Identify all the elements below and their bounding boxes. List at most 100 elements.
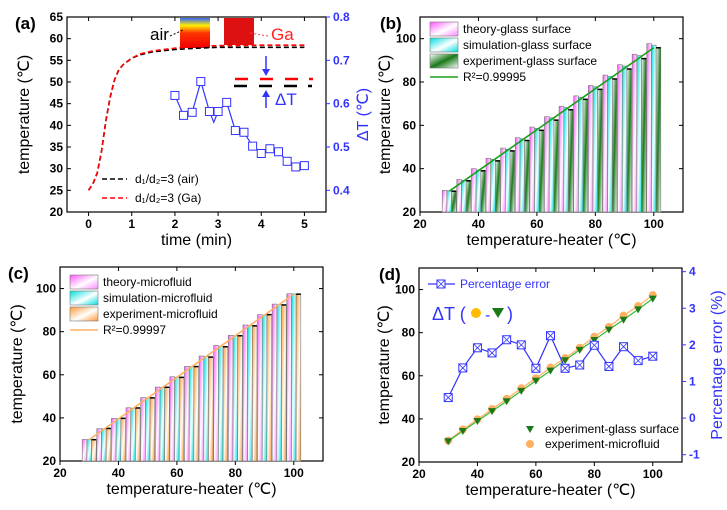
bar-simulation [101, 428, 107, 462]
y-tick-label: 60 [50, 32, 64, 46]
legend-marker [526, 440, 534, 448]
x-tick-label: 2 [172, 217, 179, 231]
legend-label: simulation-microfluid [103, 291, 212, 305]
legend-label: d₁/d₂=3 (Ga) [135, 191, 201, 205]
boxed-x-icon [575, 360, 585, 370]
bar-theory [271, 303, 278, 462]
y-tick-label: 40 [43, 411, 57, 425]
bar-experiment [538, 130, 545, 213]
x-tick-label: 4 [258, 217, 265, 231]
glass-marker [619, 316, 628, 324]
y-tick-label: 25 [50, 183, 64, 197]
y-axis-title: temperature (℃) [376, 305, 393, 424]
legend-label: theory-microfluid [103, 275, 192, 289]
glass-marker [561, 357, 570, 365]
bar-simulation [218, 345, 224, 462]
bar-experiment [237, 335, 243, 462]
glass-marker [546, 367, 555, 375]
legend-fit-label: R²=0.99997 [103, 323, 166, 337]
delta-t-label: ΔT ( [432, 304, 466, 324]
arrow-down-head [262, 69, 270, 76]
delta-t-marker [265, 144, 275, 154]
y2-tick-label: 0.4 [333, 183, 350, 197]
y-tick-label: 100 [395, 283, 415, 297]
legend-fit-label: R²=0.99995 [463, 70, 526, 84]
glass-marker [590, 336, 599, 344]
bar-simulation [130, 407, 136, 462]
delta-t-marker [291, 162, 301, 172]
x-tick-label: 60 [530, 217, 544, 231]
boxed-x-icon [516, 340, 526, 350]
y2-tick-label: 0 [689, 411, 696, 425]
legend-label: theory-glass surface [463, 22, 571, 36]
glass-marker [488, 408, 497, 416]
legend-label: experiment-microfluid [545, 437, 660, 451]
bar-theory [558, 105, 565, 213]
delta-t-marker [170, 90, 180, 100]
bar-experiment [509, 150, 515, 213]
x-tick-label: 5 [301, 217, 308, 231]
bar-simulation [607, 76, 613, 213]
bar-experiment [465, 180, 472, 213]
panel-label: (a) [15, 14, 36, 33]
x-axis-title: temperature-heater (℃) [106, 481, 276, 498]
boxed-x-icon [458, 363, 468, 373]
bar-simulation [563, 107, 569, 213]
y-tick-label: 45 [50, 97, 64, 111]
x-axis-title: temperature-heater (℃) [465, 482, 635, 499]
bar-simulation [578, 96, 584, 213]
bar-theory [169, 376, 175, 462]
glass-marker [648, 295, 657, 303]
x-tick-label: 1 [128, 217, 135, 231]
x-tick-label: 3 [215, 217, 222, 231]
delta-t-marker [230, 126, 240, 136]
delta-t-marker [196, 77, 206, 87]
y-tick-label: 100 [36, 282, 56, 296]
legend-label: experiment-microfluid [103, 307, 218, 321]
bar-simulation [621, 65, 628, 213]
x-tick-label: 100 [643, 467, 663, 481]
x-axis-title: time (min) [161, 232, 232, 249]
bar-simulation [159, 387, 165, 462]
bar-theory [544, 116, 550, 213]
bar-simulation [534, 128, 540, 213]
boxed-x-icon [590, 340, 599, 350]
annotation-delta-t: ΔT [275, 90, 297, 109]
y2-tick-label: 0.6 [333, 97, 350, 111]
bar-experiment [611, 78, 618, 213]
bar-experiment [222, 346, 229, 462]
bar-theory [617, 64, 623, 213]
bar-simulation [86, 439, 92, 462]
bar-simulation [475, 169, 482, 213]
delta-t-marker [179, 110, 189, 120]
bar-experiment [164, 386, 170, 462]
bar-simulation [174, 376, 180, 462]
bar-experiment [178, 377, 185, 462]
legend-label: Percentage error [460, 277, 550, 291]
y-tick-label: 40 [50, 118, 64, 132]
bar-experiment [105, 428, 112, 462]
bar-theory [500, 147, 506, 213]
delta-t-close: ) [507, 304, 513, 324]
bar-theory [198, 355, 205, 462]
legend-marker [526, 426, 534, 433]
bar-simulation [247, 325, 253, 462]
fit-line [88, 293, 295, 441]
delta-t-minus: - [485, 307, 490, 324]
y-axis-title: temperature (℃) [377, 55, 394, 174]
bar-experiment [281, 304, 287, 462]
glass-marker [502, 398, 511, 406]
boxed-x-icon [473, 343, 482, 353]
glass-marker [444, 438, 453, 446]
x-tick-label: 100 [284, 466, 304, 480]
delta-t-marker [204, 106, 214, 116]
bar-simulation [115, 418, 122, 462]
y-tick-label: 20 [50, 205, 64, 219]
bar-experiment [553, 119, 559, 213]
bar-simulation [188, 366, 195, 462]
boxed-x-icon [648, 351, 658, 361]
bar-simulation [519, 138, 525, 213]
delta-t-marker [274, 147, 284, 157]
x-axis-title: temperature-heater (℃) [466, 232, 636, 249]
panel-label: (d) [379, 265, 401, 284]
